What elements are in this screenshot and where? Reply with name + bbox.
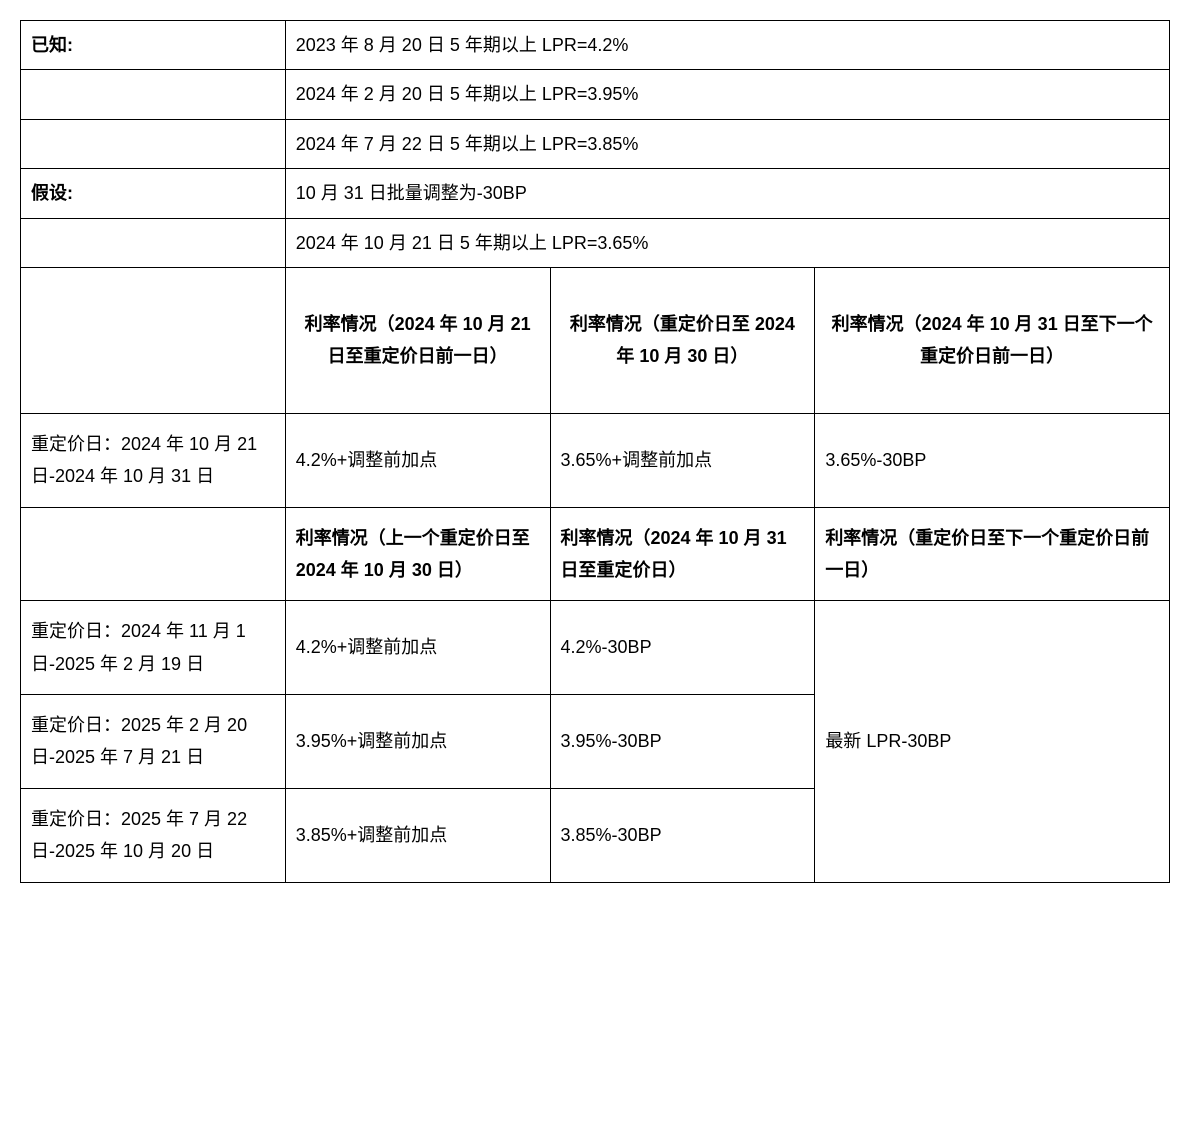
known-label: 已知: <box>21 21 286 70</box>
known-label-empty-1 <box>21 70 286 119</box>
assumption-label: 假设: <box>21 169 286 218</box>
s1-row-c2: 3.65%+调整前加点 <box>550 413 815 507</box>
s1-row-c0: 重定价日：2024 年 10 月 21 日-2024 年 10 月 31 日 <box>21 413 286 507</box>
s2-row2-c1: 3.85%+调整前加点 <box>285 788 550 882</box>
rate-table: 已知: 2023 年 8 月 20 日 5 年期以上 LPR=4.2% 2024… <box>20 20 1170 883</box>
s1-row-c3: 3.65%-30BP <box>815 413 1170 507</box>
assumption-label-empty <box>21 218 286 267</box>
s1-header-c2: 利率情况（重定价日至 2024 年 10 月 30 日） <box>550 267 815 413</box>
s1-row-c1: 4.2%+调整前加点 <box>285 413 550 507</box>
s2-row2-c0: 重定价日：2025 年 7 月 22 日-2025 年 10 月 20 日 <box>21 788 286 882</box>
assumption-item-0: 10 月 31 日批量调整为-30BP <box>285 169 1169 218</box>
known-label-empty-2 <box>21 119 286 168</box>
s2-header-c0 <box>21 507 286 601</box>
s2-row1-c1: 3.95%+调整前加点 <box>285 695 550 789</box>
s2-header-c1: 利率情况（上一个重定价日至 2024 年 10 月 30 日） <box>285 507 550 601</box>
assumption-item-1: 2024 年 10 月 21 日 5 年期以上 LPR=3.65% <box>285 218 1169 267</box>
s1-header-c1: 利率情况（2024 年 10 月 21 日至重定价日前一日） <box>285 267 550 413</box>
s2-row1-c2: 3.95%-30BP <box>550 695 815 789</box>
known-item-1: 2024 年 2 月 20 日 5 年期以上 LPR=3.95% <box>285 70 1169 119</box>
s2-row0-c2: 4.2%-30BP <box>550 601 815 695</box>
s1-header-c0 <box>21 267 286 413</box>
s2-row0-c1: 4.2%+调整前加点 <box>285 601 550 695</box>
s2-header-c2: 利率情况（2024 年 10 月 31 日至重定价日） <box>550 507 815 601</box>
s2-header-c3: 利率情况（重定价日至下一个重定价日前一日） <box>815 507 1170 601</box>
s2-merged-c3: 最新 LPR-30BP <box>815 601 1170 882</box>
s1-header-c3: 利率情况（2024 年 10 月 31 日至下一个重定价日前一日） <box>815 267 1170 413</box>
s2-row1-c0: 重定价日：2025 年 2 月 20 日-2025 年 7 月 21 日 <box>21 695 286 789</box>
known-item-0: 2023 年 8 月 20 日 5 年期以上 LPR=4.2% <box>285 21 1169 70</box>
s2-row2-c2: 3.85%-30BP <box>550 788 815 882</box>
known-item-2: 2024 年 7 月 22 日 5 年期以上 LPR=3.85% <box>285 119 1169 168</box>
s2-row0-c0: 重定价日：2024 年 11 月 1 日-2025 年 2 月 19 日 <box>21 601 286 695</box>
